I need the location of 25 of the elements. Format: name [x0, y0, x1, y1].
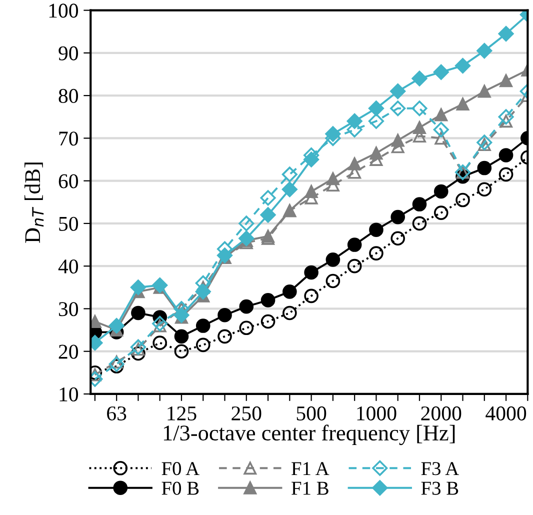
- y-tick-label: 10: [60, 387, 78, 402]
- legend-label: F0 B: [162, 482, 199, 495]
- legend-label: F3 B: [421, 482, 458, 495]
- y-tick-label: 30: [58, 302, 78, 316]
- x-tick-label: 2000: [421, 406, 462, 420]
- legend-label: F3 A: [421, 462, 459, 476]
- x-axis-title: 1/3-octave center frequency [Hz]: [164, 424, 455, 446]
- x-tick-label: 500: [296, 406, 326, 420]
- x-tick-label: 63: [107, 406, 126, 420]
- x-tick-label: 250: [232, 406, 262, 420]
- y-tick-label: 20: [58, 344, 78, 359]
- y-tick-label: 50: [59, 216, 78, 231]
- y-axis-title: D$_{nT}$ [dB]: [24, 162, 44, 243]
- y-tick-label: 60: [58, 174, 78, 188]
- x-tick-label: 1000: [357, 406, 396, 420]
- y-tick-label: 70: [59, 132, 78, 146]
- y-tick-label: 80: [58, 88, 78, 103]
- legend-label: F1 B: [292, 482, 328, 495]
- legend-label: F0 A: [162, 462, 200, 476]
- legend-label: F1 A: [292, 462, 330, 475]
- x-tick-label: 125: [168, 406, 196, 420]
- y-tick-label: 40: [58, 259, 78, 274]
- y-tick-label: 90: [58, 46, 78, 60]
- x-tick-label: 4000: [486, 406, 526, 420]
- y-tick-label: 100: [49, 4, 78, 18]
